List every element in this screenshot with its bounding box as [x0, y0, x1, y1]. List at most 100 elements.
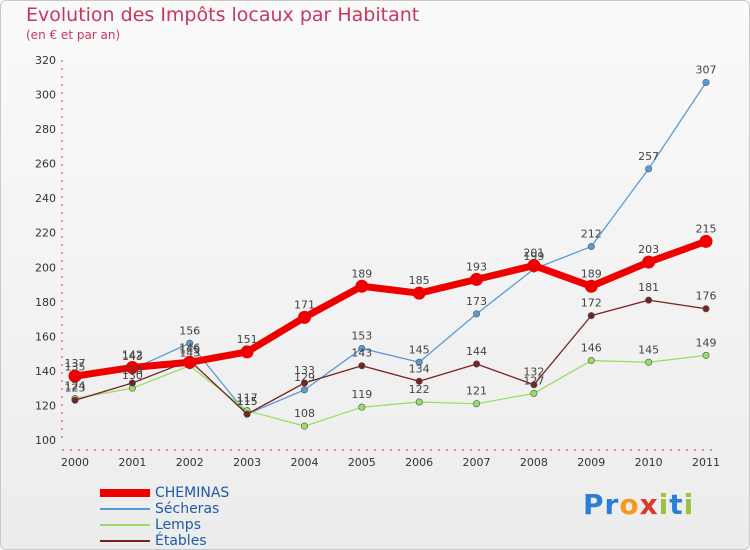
data-label: 189 [581, 267, 602, 280]
proxiti-logo: Proxiti [583, 488, 694, 521]
logo-letter: P [583, 488, 605, 521]
data-point [300, 379, 308, 387]
data-point [645, 165, 653, 173]
data-point [702, 78, 710, 86]
x-tick-label: 2002 [176, 456, 204, 469]
data-point [183, 355, 197, 369]
data-label: 189 [351, 267, 372, 280]
data-label: 149 [696, 336, 717, 349]
data-label: 133 [294, 364, 315, 377]
data-label: 115 [237, 395, 258, 408]
data-label: 117 [237, 392, 258, 405]
legend-item: Lemps [100, 517, 229, 533]
legend-swatch [100, 540, 150, 542]
data-point [415, 358, 423, 366]
legend-swatch [100, 524, 150, 526]
data-label: 193 [466, 260, 487, 273]
data-label: 143 [122, 350, 143, 363]
data-label: 199 [523, 250, 544, 263]
legend-label: Lemps [155, 517, 201, 533]
data-point [702, 351, 710, 359]
logo-letter: t [669, 488, 684, 521]
data-label: 173 [466, 295, 487, 308]
x-tick-label: 2001 [118, 456, 146, 469]
chart-title: Evolution des Impôts locaux par Habitant [26, 4, 420, 26]
data-label: 257 [638, 150, 659, 163]
series-line-lemps [74, 354, 707, 427]
data-point [415, 398, 423, 406]
legend-label: Sécheras [155, 501, 220, 517]
data-point [645, 296, 653, 304]
data-point [128, 379, 136, 387]
data-label: 171 [294, 298, 315, 311]
data-point [300, 386, 308, 394]
data-label: 145 [179, 343, 200, 356]
legend-label: CHEMINAS [155, 485, 230, 501]
data-label: 144 [466, 345, 487, 358]
data-point [243, 410, 251, 418]
data-label: 172 [581, 297, 602, 310]
legend-item: CHEMINAS [100, 485, 229, 501]
data-point [297, 310, 311, 324]
data-point [587, 243, 595, 251]
data-label: 133 [122, 364, 143, 377]
data-label: 135 [65, 361, 86, 374]
x-tick-label: 2006 [405, 456, 433, 469]
data-point [530, 389, 538, 397]
legend-swatch [100, 508, 150, 510]
chart-subtitle: (en € et par an) [26, 28, 121, 42]
data-label: 212 [581, 228, 602, 241]
x-tick-label: 2010 [635, 456, 663, 469]
y-tick-label: 220 [35, 227, 56, 240]
y-tick-label: 140 [35, 365, 56, 378]
data-point [412, 286, 426, 300]
x-tick-label: 2000 [61, 456, 89, 469]
data-label: 108 [294, 407, 315, 420]
data-point [68, 369, 82, 383]
data-label: 123 [65, 381, 86, 394]
series-line-sécheras [74, 82, 707, 415]
data-label: 121 [466, 385, 487, 398]
y-tick-label: 200 [35, 261, 56, 274]
data-label: 142 [122, 348, 143, 361]
data-point [473, 400, 481, 408]
y-tick-label: 320 [35, 54, 56, 67]
y-tick-label: 260 [35, 158, 56, 171]
data-point [300, 422, 308, 430]
data-label: 151 [237, 333, 258, 346]
data-point [473, 360, 481, 368]
legend-swatch [100, 489, 150, 497]
x-tick-label: 2007 [463, 456, 491, 469]
data-point [587, 312, 595, 320]
data-label: 122 [409, 383, 430, 396]
y-tick-label: 300 [35, 89, 56, 102]
data-label: 176 [696, 290, 717, 303]
legend-item: Sécheras [100, 501, 229, 517]
legend-item: Étables [100, 533, 229, 549]
data-point [358, 403, 366, 411]
data-label: 129 [294, 371, 315, 384]
x-tick-label: 2009 [577, 456, 605, 469]
data-label: 156 [179, 324, 200, 337]
data-label: 146 [581, 342, 602, 355]
data-point [358, 362, 366, 370]
data-label: 201 [523, 247, 544, 260]
legend: CHEMINAS Sécheras Lemps Étables [100, 485, 229, 549]
data-point [415, 377, 423, 385]
data-point [584, 279, 598, 293]
data-point [527, 259, 541, 273]
data-point [355, 279, 369, 293]
data-point [470, 272, 484, 286]
logo-letter: r [604, 488, 620, 521]
x-tick-label: 2011 [692, 456, 720, 469]
data-point [240, 345, 254, 359]
logo-letter: x [639, 488, 659, 521]
data-point [71, 396, 79, 404]
y-tick-label: 160 [35, 330, 56, 343]
x-tick-label: 2004 [290, 456, 318, 469]
data-label: 146 [179, 342, 200, 355]
data-label: 153 [351, 329, 372, 342]
y-tick-label: 120 [35, 399, 56, 412]
data-point [473, 310, 481, 318]
